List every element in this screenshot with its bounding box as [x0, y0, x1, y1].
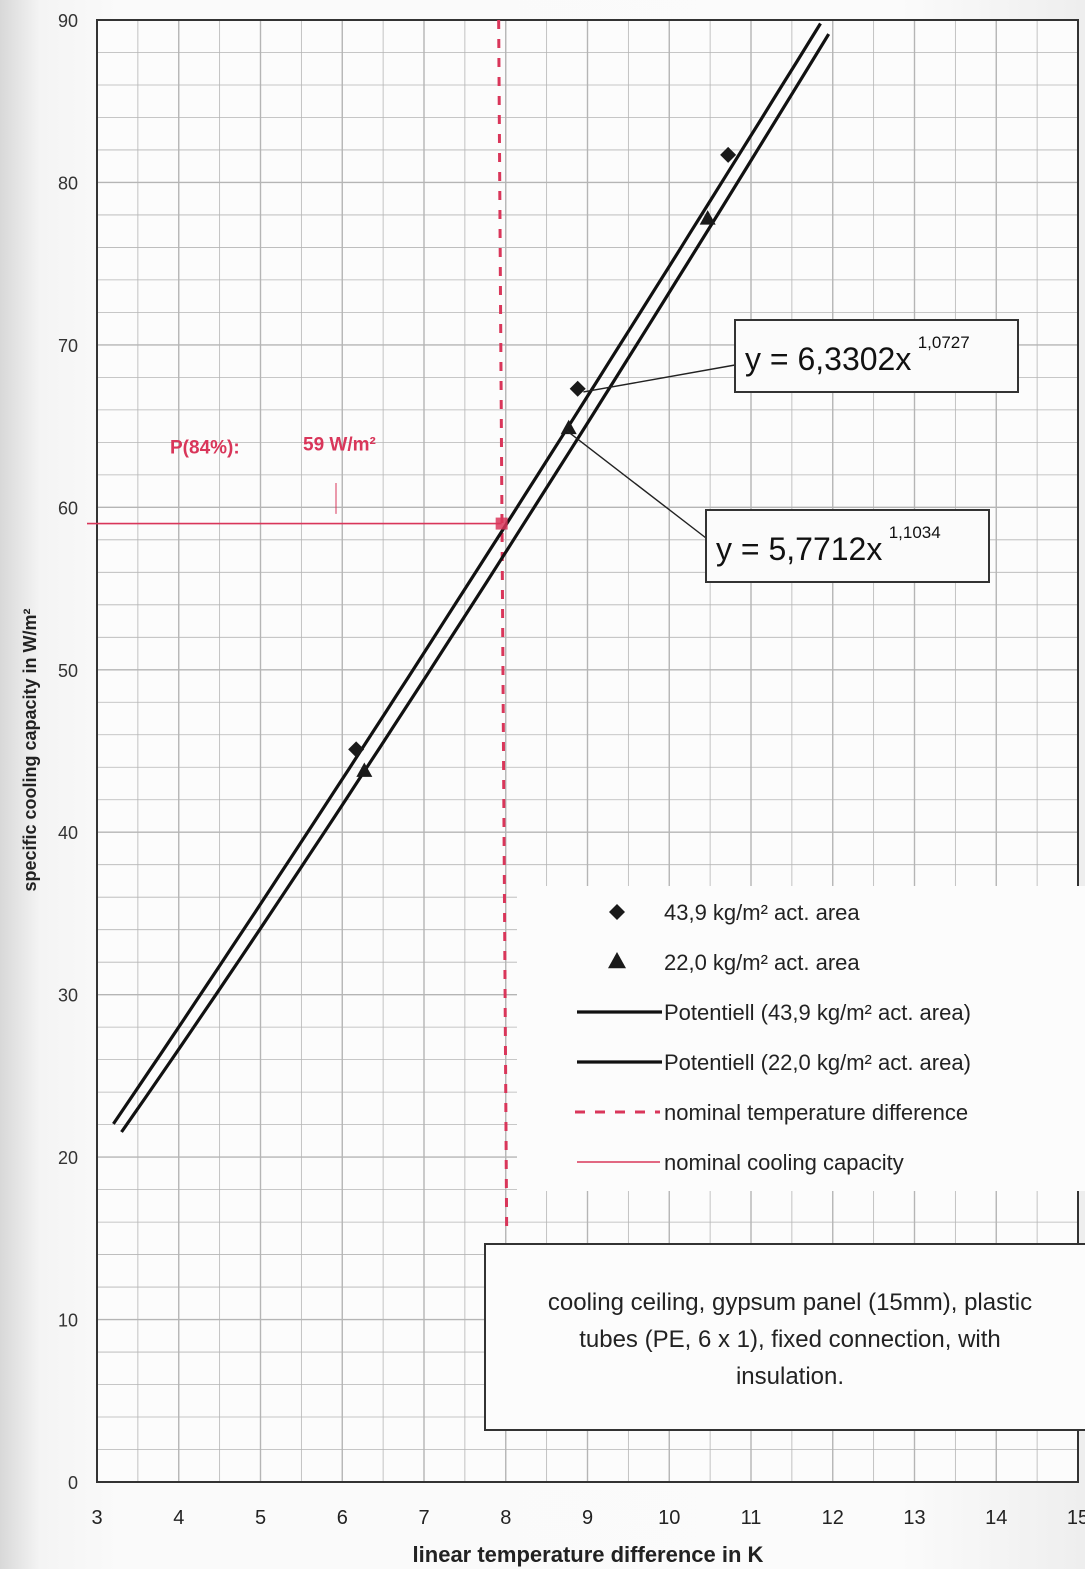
legend-label: nominal temperature difference	[664, 1100, 968, 1125]
fit-curve	[120, 33, 831, 1133]
nominal-point-marker	[495, 517, 508, 530]
x-tick-label: 4	[173, 1507, 184, 1529]
legend-item: nominal temperature difference	[575, 1100, 968, 1125]
axes: 3 4 5 6 7 8 9 10 11 12 13 14 15 0 10 20 30 40 50 60 70 80 90	[58, 11, 1085, 1529]
grid	[96, 19, 1079, 1483]
y-tick-label: 80	[58, 173, 78, 193]
fit-curve	[112, 22, 822, 1125]
x-tick-label: 14	[985, 1507, 1007, 1529]
description-line: insulation.	[736, 1363, 844, 1390]
equation-box: y = 5,7712x 1,1034	[566, 430, 990, 583]
y-tick-label: 10	[58, 1311, 78, 1331]
x-tick-label: 12	[822, 1507, 844, 1529]
legend-label: Potentiell (22,0 kg/m² act. area)	[664, 1050, 971, 1075]
legend-symbol-triangle	[608, 952, 626, 969]
equation-exponent: 1,0727	[918, 333, 970, 352]
data-point-triangle	[699, 210, 716, 225]
nominal-temperature-difference-line	[497, 19, 509, 1231]
description-line: cooling ceiling, gypsum panel (15mm), pl…	[548, 1289, 1032, 1316]
x-tick-label: 3	[91, 1507, 102, 1529]
data-point-triangle	[560, 419, 577, 435]
legend-item: Potentiell (43,9 kg/m² act. area)	[577, 1000, 971, 1025]
nominal-value: 59 W/m²	[303, 434, 376, 455]
plot-frame	[96, 19, 1079, 1483]
x-tick-label: 7	[418, 1507, 429, 1529]
data-point-diamond	[569, 380, 586, 397]
x-tick-label: 6	[337, 1507, 348, 1529]
x-tick-label: 10	[658, 1507, 680, 1529]
nominal-label: P(84%):	[170, 438, 240, 459]
x-tick-label: 11	[741, 1507, 762, 1529]
equation-leader-line	[566, 430, 707, 539]
legend-symbol-diamond	[609, 904, 625, 920]
equation-box: y = 6,3302x 1,0727	[583, 319, 1019, 393]
y-tick-label: 20	[58, 1148, 78, 1168]
y-tick-label: 70	[58, 336, 78, 356]
annotations: P(84%): 59 W/m²	[170, 434, 376, 458]
data-points	[348, 146, 737, 777]
description-box: cooling ceiling, gypsum panel (15mm), pl…	[484, 1243, 1085, 1431]
legend-label: 43,9 kg/m² act. area	[664, 900, 860, 925]
x-axis-title: linear temperature difference in K	[413, 1542, 764, 1567]
legend-item: 22,0 kg/m² act. area	[608, 950, 860, 975]
y-tick-label: 40	[58, 823, 78, 843]
equation-boxes: y = 6,3302x 1,0727 y = 5,7712x 1,1034	[566, 319, 1019, 583]
description-frame	[484, 1243, 1085, 1431]
y-tick-label: 90	[58, 11, 78, 31]
x-tick-label: 15	[1067, 1507, 1085, 1529]
legend-item: nominal cooling capacity	[577, 1150, 904, 1175]
data-point-diamond	[348, 741, 365, 758]
x-tick-label: 8	[500, 1507, 511, 1529]
x-tick-label: 13	[903, 1507, 925, 1529]
legend-label: nominal cooling capacity	[664, 1150, 904, 1175]
y-axis-title: specific cooling capacity in W/m²	[20, 608, 40, 891]
y-tick-label: 50	[58, 661, 78, 681]
equation-text: y = 5,7712x	[716, 531, 882, 567]
equation-frame	[734, 319, 1019, 393]
data-point-triangle	[356, 762, 373, 777]
equation-leader-line	[583, 364, 736, 393]
legend-item: 43,9 kg/m² act. area	[609, 900, 860, 925]
y-tick-label: 30	[58, 986, 78, 1006]
y-tick-label: 60	[58, 498, 78, 518]
equation-text: y = 6,3302x	[745, 341, 911, 377]
reference-lines	[87, 19, 509, 1231]
x-tick-label: 9	[582, 1507, 593, 1529]
equation-frame	[705, 509, 990, 583]
legend-frame	[517, 886, 1085, 1191]
description-line: tubes (PE, 6 x 1), fixed connection, wit…	[579, 1326, 1001, 1353]
x-tick-label: 5	[255, 1507, 266, 1529]
y-tick-label: 0	[68, 1473, 78, 1493]
legend-label: 22,0 kg/m² act. area	[664, 950, 860, 975]
legend-label: Potentiell (43,9 kg/m² act. area)	[664, 1000, 971, 1025]
fit-curves	[112, 22, 831, 1133]
data-point-diamond	[720, 146, 737, 163]
equation-exponent: 1,1034	[889, 523, 941, 542]
legend-item: Potentiell (22,0 kg/m² act. area)	[577, 1050, 971, 1075]
legend: 43,9 kg/m² act. area 22,0 kg/m² act. area…	[517, 886, 1085, 1191]
